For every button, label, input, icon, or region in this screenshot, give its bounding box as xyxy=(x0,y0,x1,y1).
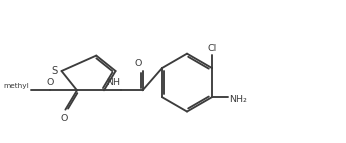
Text: O: O xyxy=(134,59,142,68)
Text: NH₂: NH₂ xyxy=(229,95,247,104)
Text: S: S xyxy=(51,65,58,76)
Text: NH: NH xyxy=(106,78,120,87)
Text: O: O xyxy=(47,78,54,87)
Text: methyl: methyl xyxy=(3,83,29,89)
Text: Cl: Cl xyxy=(208,44,217,53)
Text: O: O xyxy=(61,114,68,123)
